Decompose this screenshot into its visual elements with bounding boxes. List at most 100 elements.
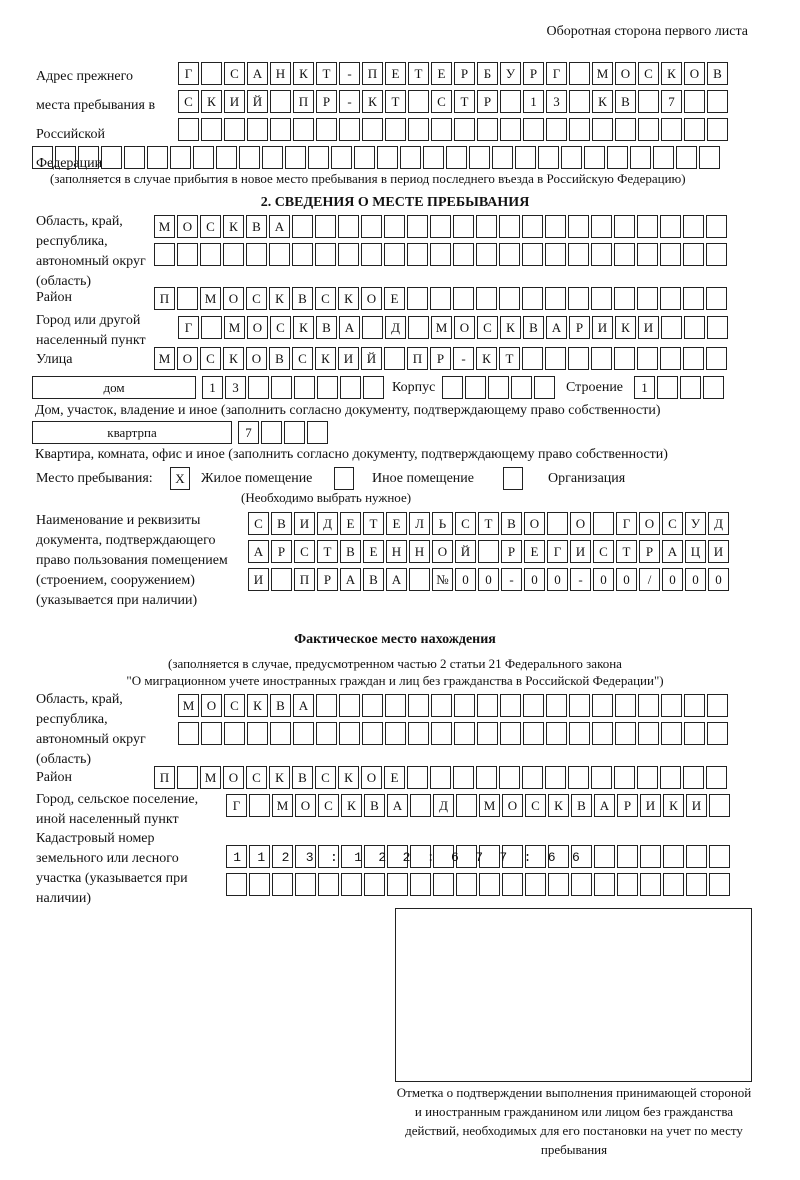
char-cell[interactable] xyxy=(706,287,727,310)
char-cell[interactable]: А xyxy=(247,62,268,85)
char-cell[interactable]: П xyxy=(362,62,383,85)
char-cell[interactable] xyxy=(316,694,337,717)
char-cell[interactable] xyxy=(270,118,291,141)
char-cell[interactable]: В xyxy=(292,287,313,310)
char-cell[interactable]: К xyxy=(201,90,222,113)
char-cell[interactable] xyxy=(456,873,477,896)
cadastre-row-2[interactable] xyxy=(226,873,732,896)
char-cell[interactable] xyxy=(384,215,405,238)
char-cell[interactable]: 0 xyxy=(547,568,568,591)
korpus-row[interactable] xyxy=(442,376,557,399)
char-cell[interactable]: С xyxy=(200,347,221,370)
char-cell[interactable]: Н xyxy=(409,540,430,563)
char-cell[interactable] xyxy=(502,873,523,896)
char-cell[interactable]: 1 xyxy=(523,90,544,113)
char-cell[interactable] xyxy=(546,118,567,141)
char-cell[interactable]: Р xyxy=(569,316,590,339)
char-cell[interactable]: В xyxy=(501,512,522,535)
char-cell[interactable]: М xyxy=(154,347,175,370)
char-cell[interactable] xyxy=(476,215,497,238)
char-cell[interactable] xyxy=(430,287,451,310)
char-cell[interactable]: О xyxy=(177,215,198,238)
apt-number-row[interactable]: 7 xyxy=(238,421,330,444)
char-cell[interactable]: О xyxy=(432,540,453,563)
char-cell[interactable] xyxy=(591,287,612,310)
char-cell[interactable] xyxy=(78,146,99,169)
char-cell[interactable]: - xyxy=(453,347,474,370)
char-cell[interactable] xyxy=(387,845,408,868)
char-cell[interactable]: Р xyxy=(454,62,475,85)
char-cell[interactable] xyxy=(433,873,454,896)
char-cell[interactable] xyxy=(341,845,362,868)
char-cell[interactable]: А xyxy=(340,568,361,591)
char-cell[interactable] xyxy=(569,90,590,113)
char-cell[interactable] xyxy=(361,215,382,238)
char-cell[interactable] xyxy=(407,766,428,789)
char-cell[interactable] xyxy=(500,90,521,113)
char-cell[interactable] xyxy=(410,873,431,896)
char-cell[interactable] xyxy=(546,694,567,717)
char-cell[interactable] xyxy=(569,722,590,745)
char-cell[interactable] xyxy=(709,873,730,896)
apt-type-field[interactable]: квартрпа xyxy=(32,421,232,444)
char-cell[interactable]: С xyxy=(431,90,452,113)
char-cell[interactable]: К xyxy=(269,766,290,789)
char-cell[interactable]: Т xyxy=(499,347,520,370)
char-cell[interactable]: С xyxy=(224,62,245,85)
char-cell[interactable] xyxy=(568,347,589,370)
char-cell[interactable] xyxy=(433,845,454,868)
char-cell[interactable] xyxy=(499,287,520,310)
char-cell[interactable] xyxy=(479,873,500,896)
char-cell[interactable]: № xyxy=(432,568,453,591)
char-cell[interactable] xyxy=(545,215,566,238)
char-cell[interactable]: А xyxy=(546,316,567,339)
char-cell[interactable]: А xyxy=(339,316,360,339)
char-cell[interactable] xyxy=(262,146,283,169)
char-cell[interactable] xyxy=(657,376,678,399)
stay-checkbox-organization[interactable] xyxy=(503,467,523,490)
char-cell[interactable] xyxy=(591,347,612,370)
char-cell[interactable]: Т xyxy=(478,512,499,535)
char-cell[interactable] xyxy=(385,118,406,141)
char-cell[interactable] xyxy=(614,347,635,370)
char-cell[interactable]: 3 xyxy=(225,376,246,399)
char-cell[interactable] xyxy=(362,316,383,339)
building-row[interactable]: 1 xyxy=(634,376,726,399)
char-cell[interactable] xyxy=(316,118,337,141)
char-cell[interactable] xyxy=(614,215,635,238)
char-cell[interactable] xyxy=(201,62,222,85)
char-cell[interactable] xyxy=(410,845,431,868)
char-cell[interactable] xyxy=(339,722,360,745)
char-cell[interactable]: В xyxy=(316,316,337,339)
char-cell[interactable] xyxy=(261,421,282,444)
char-cell[interactable]: В xyxy=(364,794,385,817)
char-cell[interactable]: В xyxy=(340,540,361,563)
char-cell[interactable] xyxy=(453,215,474,238)
char-cell[interactable] xyxy=(686,873,707,896)
char-cell[interactable] xyxy=(295,845,316,868)
char-cell[interactable] xyxy=(637,766,658,789)
char-cell[interactable] xyxy=(338,215,359,238)
char-cell[interactable] xyxy=(523,722,544,745)
char-cell[interactable]: М xyxy=(200,766,221,789)
char-cell[interactable]: О xyxy=(201,694,222,717)
char-cell[interactable]: В xyxy=(269,347,290,370)
char-cell[interactable] xyxy=(684,90,705,113)
char-cell[interactable] xyxy=(407,215,428,238)
char-cell[interactable] xyxy=(684,118,705,141)
char-cell[interactable]: М xyxy=(200,287,221,310)
char-cell[interactable]: К xyxy=(476,347,497,370)
char-cell[interactable] xyxy=(387,873,408,896)
char-cell[interactable]: П xyxy=(407,347,428,370)
char-cell[interactable] xyxy=(660,347,681,370)
char-cell[interactable] xyxy=(522,243,543,266)
char-cell[interactable]: К xyxy=(663,794,684,817)
char-cell[interactable]: И xyxy=(686,794,707,817)
char-cell[interactable] xyxy=(384,347,405,370)
char-cell[interactable] xyxy=(354,146,375,169)
char-cell[interactable]: 0 xyxy=(524,568,545,591)
